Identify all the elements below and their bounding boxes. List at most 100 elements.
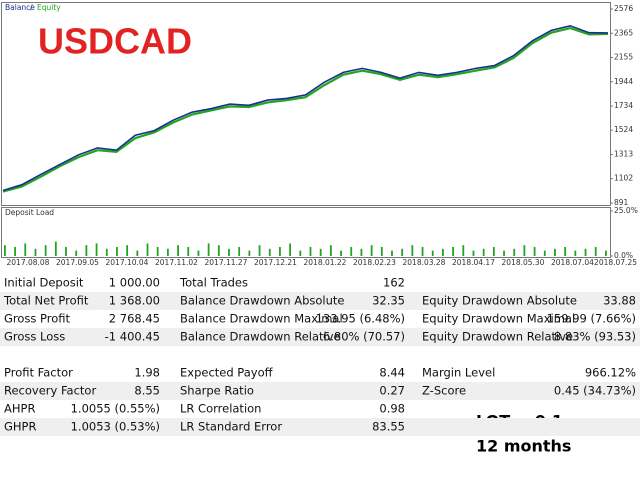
stat-label: AHPR (4, 402, 35, 416)
y-tick-label: 0.0% (614, 251, 633, 260)
stat-label: Gross Profit (4, 312, 71, 326)
bar (564, 247, 567, 256)
stat-value: 162 (383, 276, 405, 290)
bar (54, 241, 57, 256)
y-tick-label: 1944 (614, 77, 633, 86)
bar (329, 245, 332, 256)
bar (136, 250, 139, 256)
bar (411, 245, 414, 256)
y-tick-label: 1734 (614, 101, 633, 110)
bar (350, 247, 353, 256)
stat-value: 2 768.45 (109, 312, 160, 326)
stat-label: LR Standard Error (180, 420, 282, 434)
bar (380, 247, 383, 256)
load-title: Deposit Load (5, 208, 54, 217)
stat-label: Balance Drawdown Absolute (180, 294, 345, 308)
stat-label: Initial Deposit (4, 276, 84, 290)
stat-value: 966.12% (585, 366, 636, 380)
bar (554, 248, 556, 256)
row-shade (0, 292, 640, 310)
bar (523, 245, 526, 256)
y-tick-label: 891 (614, 198, 629, 207)
bar (370, 245, 373, 256)
bar (492, 247, 495, 256)
bar (594, 247, 597, 256)
x-tick-label: 2017.08.08 (7, 258, 50, 267)
bar (360, 248, 363, 256)
bar (391, 250, 393, 256)
stat-label: Expected Payoff (180, 366, 274, 380)
x-tick-label: 2018.02.23 (353, 258, 396, 267)
x-tick-label: 2017.12.21 (254, 258, 297, 267)
chart-title: USDCAD (38, 21, 192, 62)
stat-label: Z-Score (422, 384, 466, 398)
bar (472, 250, 475, 256)
bar (24, 243, 27, 256)
stat-label: Balance Drawdown Maximal (180, 312, 343, 326)
stat-label: LR Correlation (180, 402, 261, 416)
stat-value: 6.80% (70.57) (323, 330, 405, 344)
bar (289, 243, 292, 256)
x-tick-label: 2017.09.05 (56, 258, 99, 267)
bar (452, 247, 455, 256)
y-tick-label: 25.0% (614, 206, 638, 215)
x-tick-label: 2018.07.25 (594, 258, 637, 267)
stat-label: Equity Drawdown Absolute (422, 294, 577, 308)
load-panel (1, 207, 611, 258)
bar (543, 250, 546, 256)
stat-label: Recovery Factor (4, 384, 96, 398)
bar (503, 250, 505, 256)
x-tick-label: 2018.07.04 (551, 258, 594, 267)
bar (126, 245, 129, 256)
bar (462, 245, 465, 256)
y-tick-label: 2155 (614, 52, 633, 61)
stat-value: 8.44 (379, 366, 405, 380)
legend-balance: Balance (5, 3, 35, 12)
stat-value: 83.55 (372, 420, 405, 434)
bar (605, 250, 607, 256)
x-tick-label: 2018.01.22 (304, 258, 347, 267)
bar (166, 248, 169, 256)
bar (116, 247, 118, 256)
line-series (2, 24, 609, 192)
bar (105, 248, 108, 256)
x-tick-label: 2018.04.17 (452, 258, 495, 267)
bar (177, 245, 179, 256)
bar (4, 245, 6, 256)
stat-label: GHPR (4, 420, 36, 434)
stat-value: -1 400.45 (105, 330, 160, 344)
bar (146, 243, 149, 256)
x-tick-label: 2018.03.28 (403, 258, 446, 267)
stat-label: Total Trades (179, 276, 248, 290)
stat-value: 8.55 (134, 384, 160, 398)
stat-value: 1.0055 (0.55%) (71, 402, 160, 416)
bar (584, 248, 587, 256)
stat-value: 133.95 (6.48%) (316, 312, 405, 326)
y-tick-label: 1102 (614, 174, 633, 183)
stat-value: 0.45 (34.73%) (554, 384, 636, 398)
bar (197, 250, 200, 256)
y-tick-label: 1524 (614, 125, 633, 134)
row-shade (0, 328, 640, 346)
stat-value: 32.35 (372, 294, 405, 308)
stat-label: Total Net Profit (3, 294, 89, 308)
bar (268, 248, 271, 256)
bar (238, 247, 241, 256)
y-tick-label: 1313 (614, 149, 633, 158)
bar (431, 250, 434, 256)
stat-value: 1.98 (134, 366, 160, 380)
stat-value: 8.83% (93.53) (554, 330, 636, 344)
bar (207, 243, 210, 256)
row-shade (0, 382, 640, 400)
bar (258, 245, 261, 256)
stat-label: Balance Drawdown Relative (180, 330, 341, 344)
bar (309, 247, 312, 256)
bar (156, 247, 159, 256)
bar (65, 247, 67, 256)
stat-value: 1 000.00 (109, 276, 160, 290)
stat-label: Margin Level (422, 366, 495, 380)
bar (75, 250, 78, 256)
bar (319, 248, 322, 256)
stat-label: Equity Drawdown Maximal (422, 312, 575, 326)
